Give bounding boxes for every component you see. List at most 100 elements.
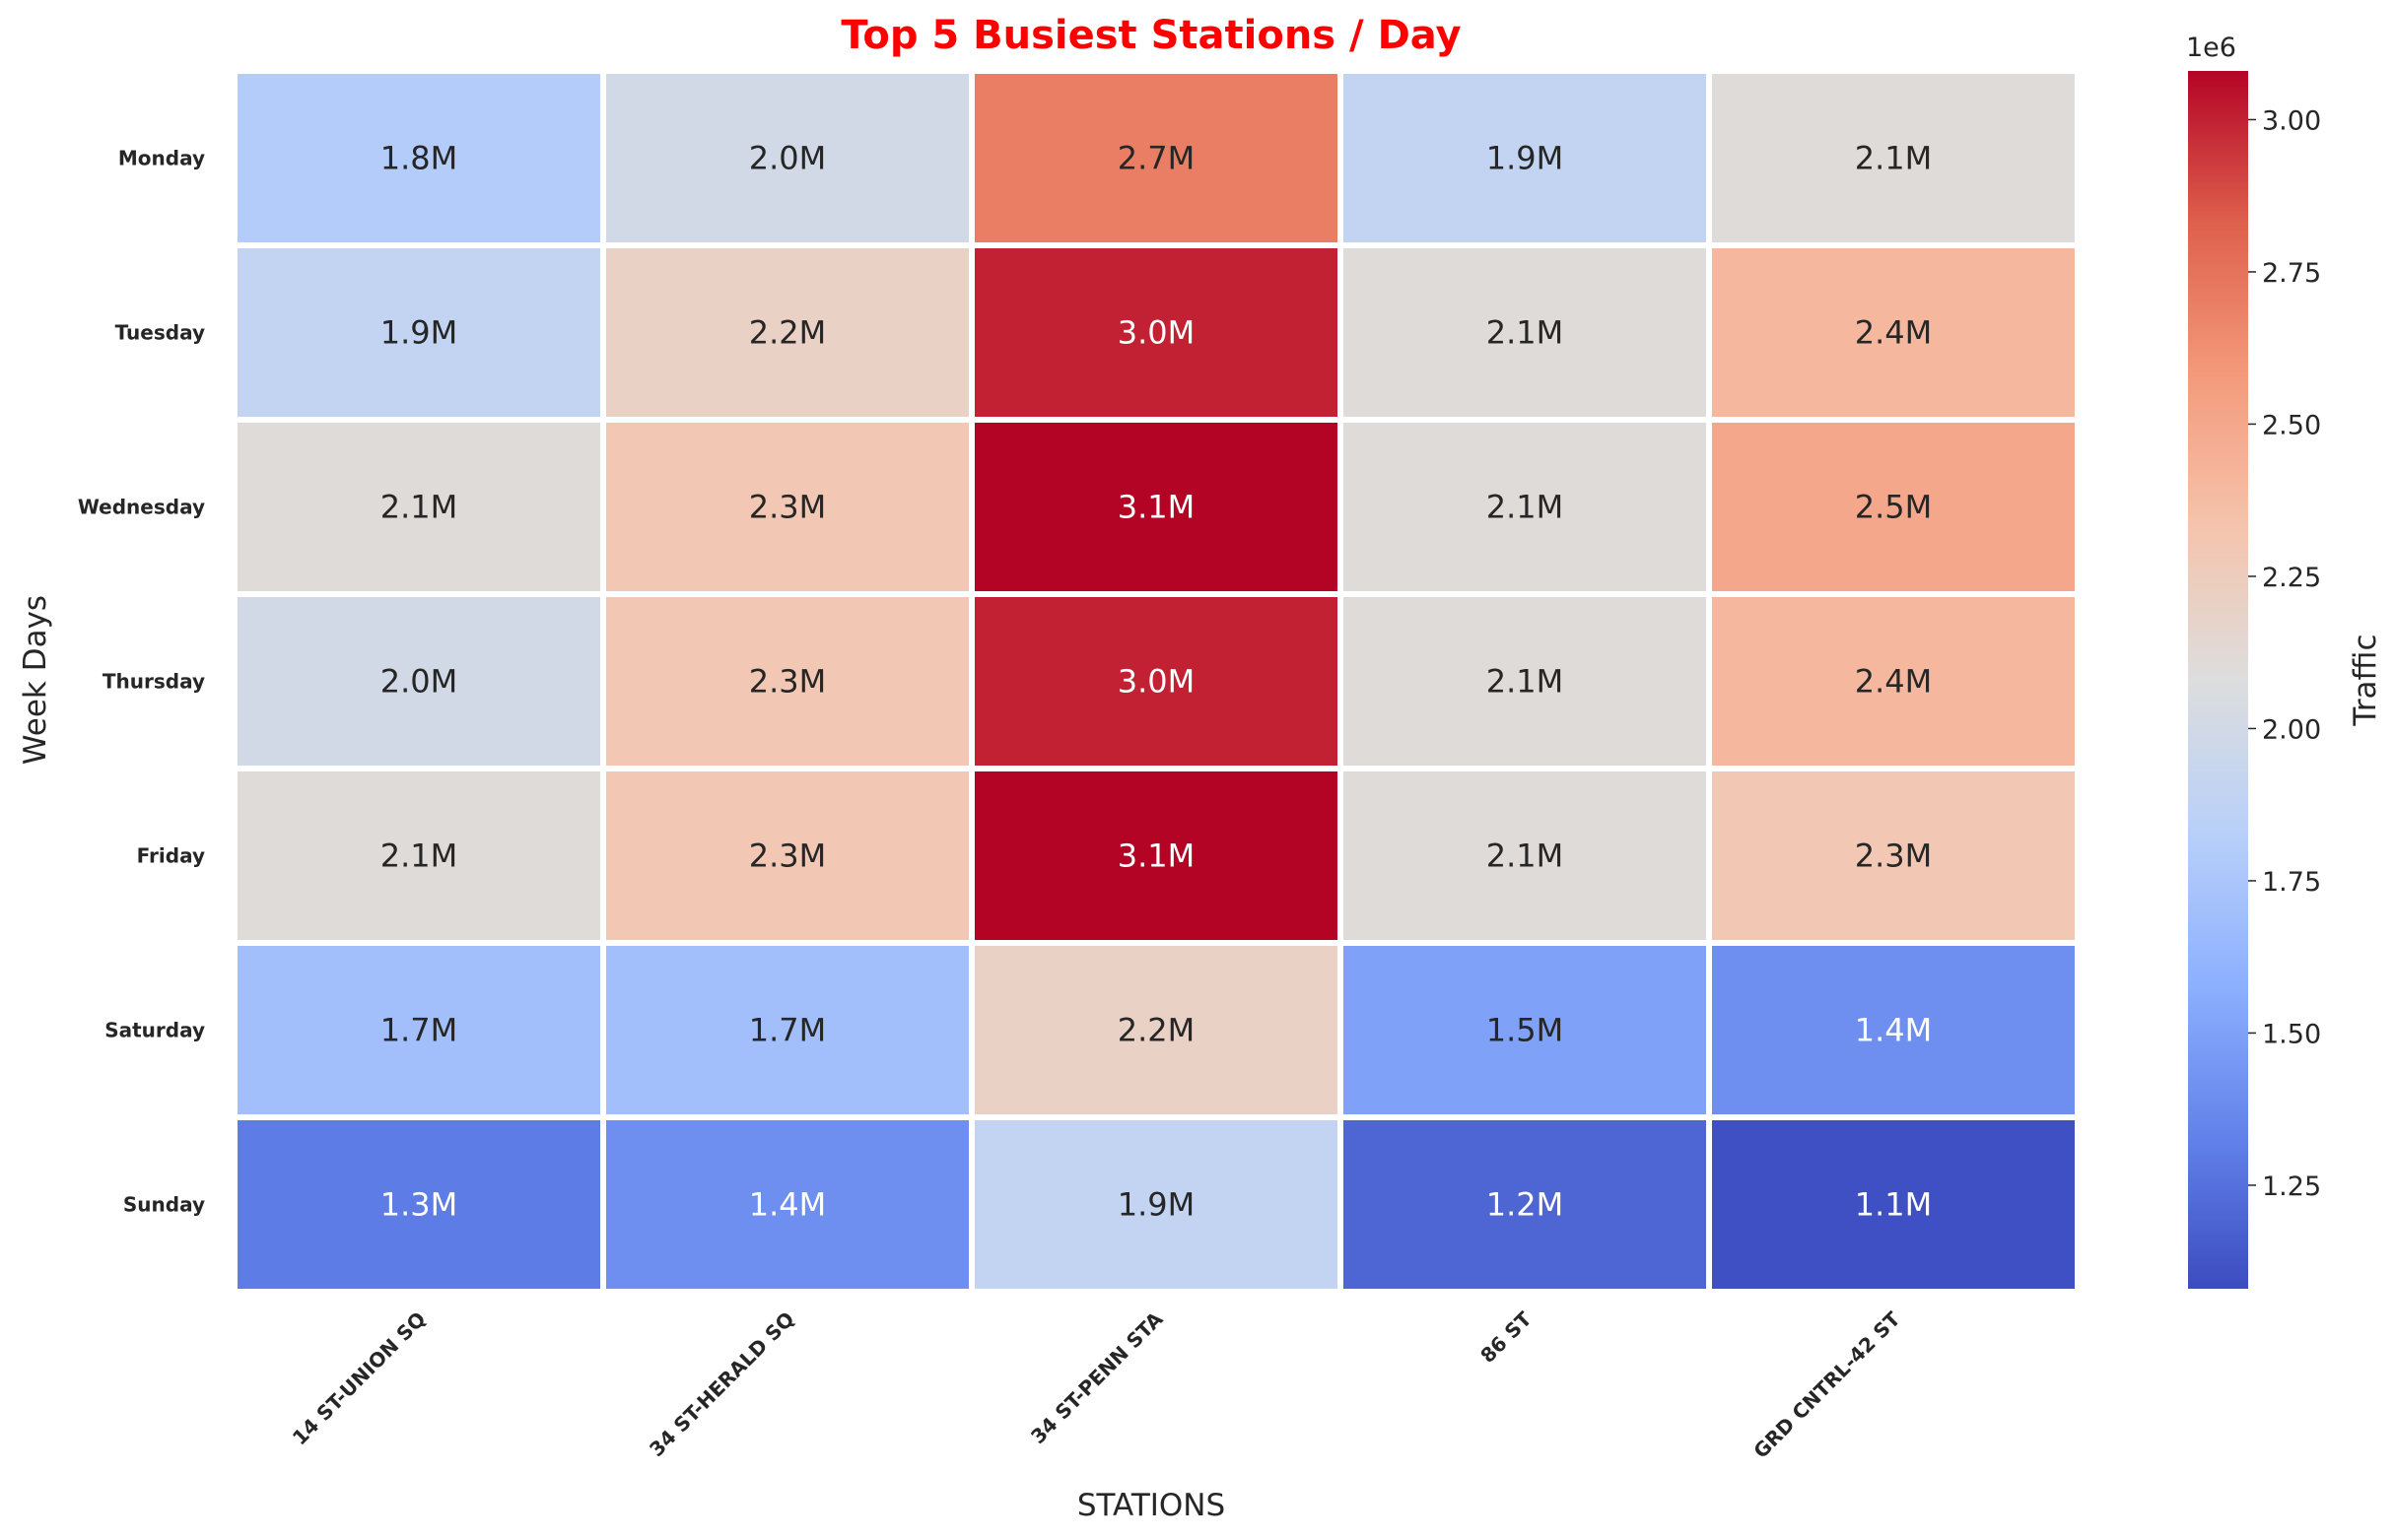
x-tick-label: 34 ST-HERALD SQ [645, 1307, 798, 1461]
heatmap-cell [606, 946, 969, 1114]
heatmap-cell [1712, 1120, 2075, 1289]
heatmap-cell [1712, 946, 2075, 1114]
cell-annotation: 1.8M [380, 140, 458, 177]
cell-annotation: 2.3M [1855, 837, 1933, 875]
colorbar: 1e6 1.25 1.50 1.75 2.00 2.25 2.50 2.75 3.00 Tra… [2186, 33, 2383, 1289]
heatmap-cell [238, 771, 600, 940]
cell-annotation: 2.1M [1486, 489, 1564, 526]
chart-title: Top 5 Busiest Stations / Day [841, 13, 1461, 58]
heatmap-cell [975, 74, 1337, 242]
heatmap-cell [1343, 248, 1706, 417]
cell-annotation: 1.9M [380, 314, 458, 352]
heatmap-cell [238, 248, 600, 417]
cell-annotation: 2.2M [1118, 1012, 1196, 1049]
y-tick-label: Thursday [103, 670, 205, 694]
cell-annotation: 2.3M [749, 489, 827, 526]
x-tick-label: 34 ST-PENN STA [1026, 1306, 1168, 1448]
heatmap-cell [238, 1120, 600, 1289]
colorbar-tick-label: 1.75 [2262, 867, 2321, 898]
x-tick-label: 86 ST [1475, 1306, 1537, 1368]
cell-annotation: 2.1M [1486, 663, 1564, 701]
heatmap-cell [975, 946, 1337, 1114]
cell-annotation: 1.2M [1486, 1186, 1564, 1224]
heatmap-cell [238, 597, 600, 766]
heatmap-cell [238, 74, 600, 242]
cell-annotation: 1.7M [380, 1012, 458, 1049]
heatmap-cell [1712, 74, 2075, 242]
cell-annotation: 2.1M [380, 489, 458, 526]
y-tick-label: Tuesday [115, 321, 205, 345]
cell-annotation: 1.3M [380, 1186, 458, 1224]
cell-annotation: 1.4M [1855, 1012, 1933, 1049]
cell-annotation: 2.0M [380, 663, 458, 701]
heatmap-cell [606, 423, 969, 591]
cell-annotation: 2.0M [749, 140, 827, 177]
colorbar-tick-label: 2.00 [2262, 714, 2321, 745]
colorbar-offset-text: 1e6 [2186, 33, 2236, 63]
colorbar-tick-label: 1.25 [2262, 1172, 2321, 1202]
colorbar-tick-label: 2.75 [2262, 258, 2321, 289]
x-tick-labels: 14 ST-UNION SQ 34 ST-HERALD SQ 34 ST-PENN … [288, 1306, 1905, 1463]
cell-annotation: 2.4M [1855, 314, 1933, 352]
cell-annotation: 1.7M [749, 1012, 827, 1049]
cell-annotation: 2.5M [1855, 489, 1933, 526]
heatmap-cell [975, 597, 1337, 766]
heatmap-cell [975, 1120, 1337, 1289]
heatmap-cell [1712, 423, 2075, 591]
cell-annotation: 2.3M [749, 663, 827, 701]
heatmap-cell [1343, 946, 1706, 1114]
heatmap-cell [606, 771, 969, 940]
heatmap-cell [238, 946, 600, 1114]
heatmap-cell [975, 771, 1337, 940]
colorbar-ticks: 1.25 1.50 1.75 2.00 2.25 2.50 2.75 3.00 [2248, 105, 2321, 1202]
x-tick-label: GRD CNTRL-42 ST [1748, 1306, 1904, 1462]
colorbar-tick-label: 2.25 [2262, 563, 2321, 593]
y-tick-label: Friday [137, 844, 205, 868]
cell-annotation: 1.9M [1118, 1186, 1196, 1224]
colorbar-gradient [2188, 71, 2248, 1289]
heatmap-cell [1343, 1120, 1706, 1289]
heatmap-cell [1712, 248, 2075, 417]
cell-annotation: 1.5M [1486, 1012, 1564, 1049]
heatmap-cell [975, 248, 1337, 417]
x-axis-label: STATIONS [1077, 1488, 1225, 1523]
y-tick-label: Sunday [123, 1193, 205, 1217]
cell-annotation: 1.9M [1486, 140, 1564, 177]
heatmap-cell [1343, 771, 1706, 940]
heatmap-cell [606, 74, 969, 242]
cell-annotation: 2.2M [749, 314, 827, 352]
cell-annotation: 3.0M [1118, 314, 1196, 352]
heatmap-cell [1712, 597, 2075, 766]
y-axis-label: Week Days [18, 595, 53, 765]
cell-annotation: 3.0M [1118, 663, 1196, 701]
heatmap-cell [1343, 597, 1706, 766]
heatmap-cell [975, 423, 1337, 591]
heatmap-cells [238, 74, 2075, 1289]
heatmap-cell [1712, 771, 2075, 940]
heatmap-cell [606, 248, 969, 417]
cell-annotation: 3.1M [1118, 837, 1196, 875]
heatmap-cell [606, 1120, 969, 1289]
x-tick-label: 14 ST-UNION SQ [288, 1307, 431, 1450]
cell-annotation: 2.4M [1855, 663, 1933, 701]
cell-annotation: 2.1M [1855, 140, 1933, 177]
cell-annotation: 2.7M [1118, 140, 1196, 177]
colorbar-tick-label: 1.50 [2262, 1019, 2321, 1049]
heatmap-cell [1343, 74, 1706, 242]
y-tick-label: Saturday [104, 1019, 205, 1042]
heatmap-cell [606, 597, 969, 766]
cell-annotation: 2.1M [1486, 837, 1564, 875]
y-tick-label: Monday [118, 147, 205, 170]
heatmap-cell [238, 423, 600, 591]
cell-annotation: 2.1M [1486, 314, 1564, 352]
heatmap-cell [1343, 423, 1706, 591]
cell-annotation: 1.1M [1855, 1186, 1933, 1224]
cell-annotation: 2.3M [749, 837, 827, 875]
cell-annotation: 2.1M [380, 837, 458, 875]
cell-annotations: 1.8M 2.0M 2.7M 1.9M 2.1M 1.9M 2.2M 3.0M 2.1M 2.4M… [380, 140, 1933, 1224]
y-tick-label: Wednesday [78, 496, 205, 519]
colorbar-label: Traffic [2348, 634, 2383, 726]
colorbar-tick-label: 2.50 [2262, 410, 2321, 440]
cell-annotation: 1.4M [749, 1186, 827, 1224]
